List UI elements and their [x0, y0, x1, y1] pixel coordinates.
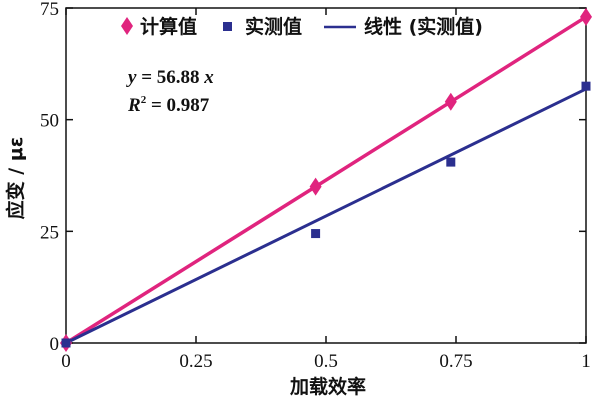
- equation-lhs: y: [126, 67, 137, 88]
- data-point-measured: [61, 338, 71, 348]
- legend-diamond-icon: [121, 17, 133, 35]
- data-point-measured: [446, 157, 456, 167]
- x-tick-label: 0.75: [439, 351, 472, 372]
- data-point-measured: [581, 81, 591, 91]
- data-point-calculated: [580, 7, 592, 26]
- r2-rhs: = 0.987: [146, 95, 210, 116]
- legend-square-icon: [223, 22, 232, 31]
- equation-var: x: [203, 67, 214, 88]
- r-squared: R2 = 0.987: [127, 94, 210, 116]
- legend: 计算值 实测值 线性 (实测值): [121, 15, 483, 38]
- data-point-calculated: [309, 177, 322, 196]
- axes: 0 25 50 75 0 0.25 0.5 0.75 1: [40, 0, 591, 372]
- y-tick-label: 50: [40, 111, 59, 132]
- data-point-calculated: [444, 92, 457, 111]
- x-tick-label: 0: [61, 351, 71, 372]
- y-axis-title: 应变 / με: [4, 137, 27, 220]
- x-tick-label: 0.5: [314, 351, 338, 372]
- x-axis-title: 加载效率: [289, 375, 366, 398]
- legend-label-measured: 实测值: [245, 15, 302, 38]
- series-layer: [60, 7, 592, 352]
- y-tick-label: 25: [40, 222, 59, 243]
- r2-sup: 2: [141, 94, 147, 106]
- r2-lhs: R: [127, 95, 141, 116]
- data-point-measured: [311, 229, 321, 239]
- equation-rhs: = 56.88: [136, 67, 204, 88]
- legend-label-linear: 线性 (实测值): [364, 15, 483, 38]
- series-line: [65, 15, 587, 345]
- legend-label-calculated: 计算值: [140, 15, 197, 38]
- y-tick-label: 75: [40, 0, 59, 20]
- series-line: [65, 87, 587, 345]
- x-tick-label: 0.25: [179, 351, 212, 372]
- regression-equation: y = 56.88 x: [126, 67, 214, 88]
- x-tick-label: 1: [581, 351, 591, 372]
- y-tick-label: 0: [50, 334, 60, 355]
